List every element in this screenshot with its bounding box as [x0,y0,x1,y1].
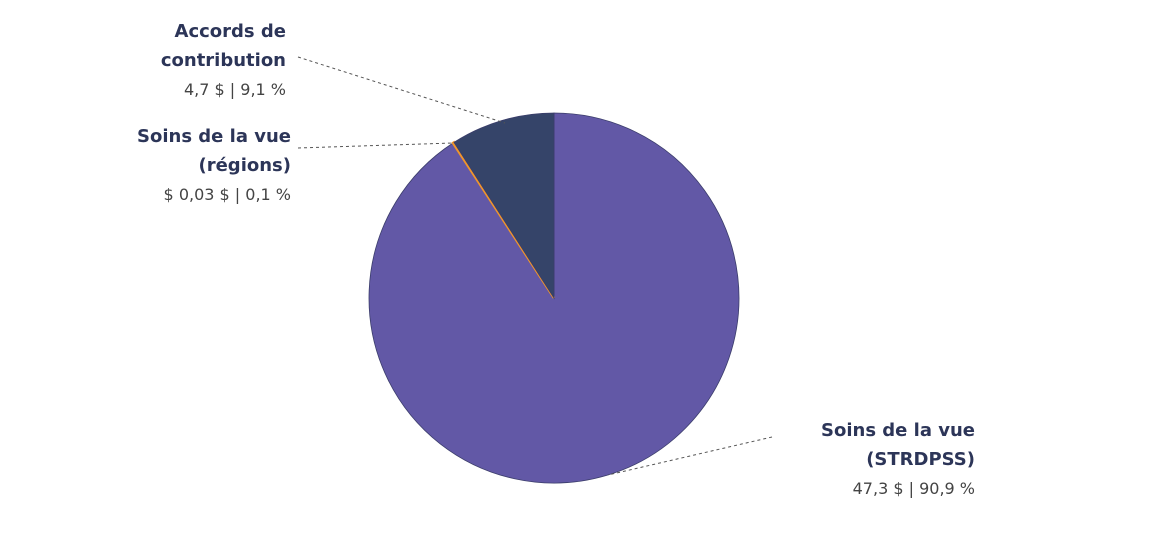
slice-value-label: $ 0,03 $ | 0,1 % [163,185,291,204]
slice-label: Accords de contribution 4,7 $ | 9,1 % [136,17,286,105]
leader-line [297,142,454,149]
slice-name: Soins de la vue (STRDPSS) [821,420,975,470]
slices [368,112,740,484]
slice-label: Soins de la vue (régions) $ 0,03 $ | 0,1… [121,122,291,210]
leader-line [297,56,506,124]
pie-slice [453,112,555,300]
slice-name: Soins de la vue (régions) [137,126,291,176]
leader-line [607,436,773,476]
slice-value-label: 4,7 $ | 9,1 % [183,80,286,99]
slice-label: Soins de la vue (STRDPSS) 47,3 $ | 90,9 … [805,416,975,504]
slice-value-label: 47,3 $ | 90,9 % [852,479,975,498]
slice-name: Accords de contribution [160,21,286,71]
